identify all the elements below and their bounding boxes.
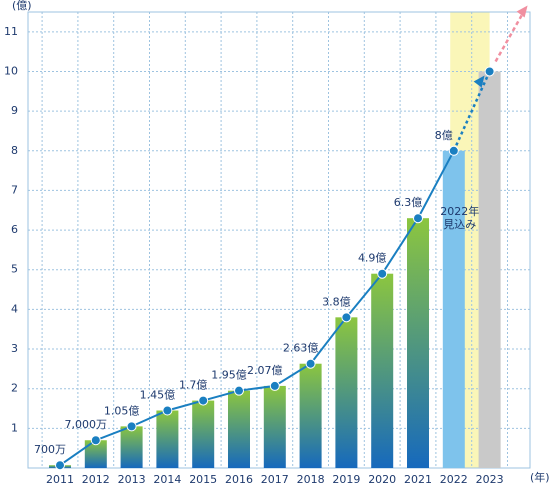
point: [198, 395, 209, 406]
y-unit: (億): [12, 0, 32, 12]
y-tick-label: 11: [4, 25, 18, 38]
y-tick-label: 2: [11, 382, 18, 395]
point: [448, 145, 459, 156]
y-tick-label: 7: [11, 183, 18, 196]
y-tick-label: 6: [11, 223, 18, 236]
trend-line: [59, 150, 455, 467]
point: [377, 268, 388, 279]
data-label: 700万: [34, 443, 66, 456]
point: [269, 380, 280, 391]
future-arrow: [494, 14, 523, 63]
point: [55, 460, 65, 471]
x-tick-label: 2022: [440, 473, 468, 486]
point: [234, 385, 244, 396]
annotation: 見込み: [443, 218, 476, 231]
data-label: 8億: [435, 129, 453, 142]
data-label: 2.07億: [247, 364, 283, 377]
data-label: 2.63億: [283, 342, 319, 355]
bar: [299, 363, 322, 468]
bar: [263, 385, 286, 468]
data-label: 7,000万: [65, 418, 108, 431]
x-tick-label: 2013: [118, 473, 146, 486]
x-tick-label: 2014: [153, 473, 181, 486]
point: [484, 66, 495, 77]
y-tick-label: 8: [11, 144, 18, 157]
bar: [156, 410, 179, 468]
bar: [120, 426, 143, 468]
bar: [478, 71, 501, 468]
x-tick-label: 2021: [404, 473, 432, 486]
point: [162, 405, 173, 416]
x-tick-label: 2011: [46, 473, 74, 486]
data-label: 6.3億: [394, 196, 423, 209]
bar: [335, 317, 358, 468]
bar: [407, 218, 429, 468]
x-tick-label: 2017: [261, 473, 289, 486]
y-tick-label: 4: [11, 302, 18, 315]
arrow-head: [516, 5, 528, 18]
data-label: 1.7億: [179, 379, 208, 392]
point: [305, 358, 316, 369]
point: [413, 213, 423, 224]
y-tick-label: 1: [11, 421, 18, 434]
bar: [371, 273, 394, 468]
data-label: 1.45億: [140, 389, 176, 402]
forecast-line: [452, 70, 491, 152]
x-tick-label: 2012: [82, 473, 110, 486]
point: [126, 421, 137, 432]
bar: [228, 390, 250, 468]
x-unit: (年): [530, 470, 550, 484]
data-label: 4.9億: [358, 252, 387, 265]
y-tick-label: 9: [11, 104, 18, 117]
y-tick-label: 10: [4, 64, 18, 77]
bar: [84, 440, 107, 468]
x-tick-label: 2023: [476, 473, 504, 486]
arrow-head-blue: [473, 75, 485, 88]
x-tick-label: 2020: [368, 473, 396, 486]
y-tick-label: 5: [11, 263, 18, 276]
data-label: 1.05億: [104, 404, 140, 417]
x-tick-label: 2016: [225, 473, 253, 486]
bar: [192, 400, 215, 468]
x-tick-label: 2019: [332, 473, 360, 486]
x-tick-label: 2015: [189, 473, 217, 486]
point: [90, 435, 101, 446]
point: [341, 312, 352, 323]
data-label: 1.95億: [211, 369, 247, 382]
y-tick-label: 3: [11, 342, 18, 355]
data-label: 3.8億: [322, 295, 351, 308]
annotation: 2022年: [440, 204, 479, 218]
bar: [442, 150, 465, 469]
x-tick-label: 2018: [297, 473, 325, 486]
